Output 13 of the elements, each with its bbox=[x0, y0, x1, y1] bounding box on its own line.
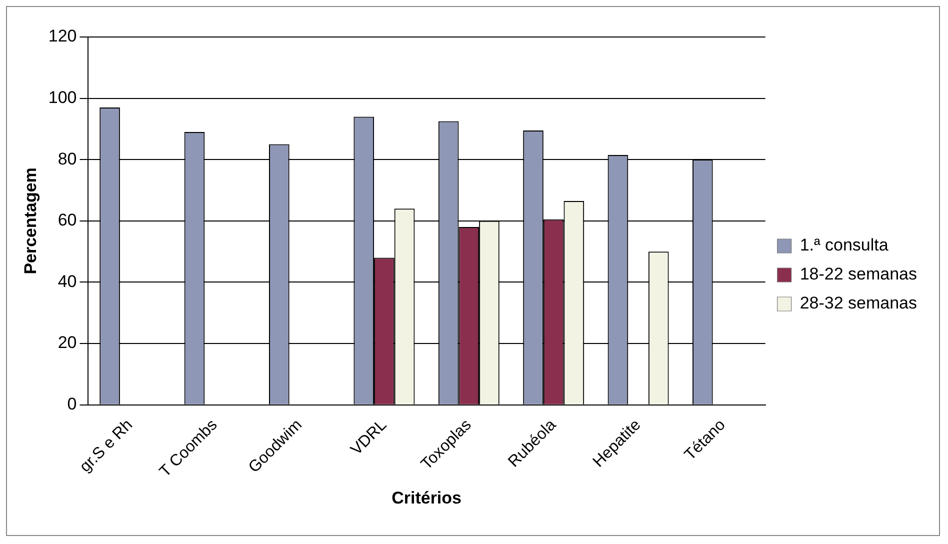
y-tick-label: 60 bbox=[58, 210, 77, 230]
x-axis-title: Critérios bbox=[392, 488, 462, 508]
y-tick-label: 20 bbox=[58, 333, 77, 352]
y-tick-label: 80 bbox=[58, 149, 77, 168]
y-tick-label: 120 bbox=[48, 26, 77, 46]
legend-label: 1.ª consulta bbox=[800, 236, 889, 255]
y-tick-label: 100 bbox=[48, 88, 77, 107]
legend-label: 18-22 semanas bbox=[800, 264, 918, 284]
y-tick-label: 40 bbox=[58, 272, 77, 291]
x-tick-label: gr.S e Rh bbox=[76, 416, 136, 476]
y-tick-label: 0 bbox=[67, 394, 77, 414]
legend-label: 28-32 semanas bbox=[800, 294, 918, 313]
y-axis-title: Percentagem bbox=[20, 168, 40, 274]
